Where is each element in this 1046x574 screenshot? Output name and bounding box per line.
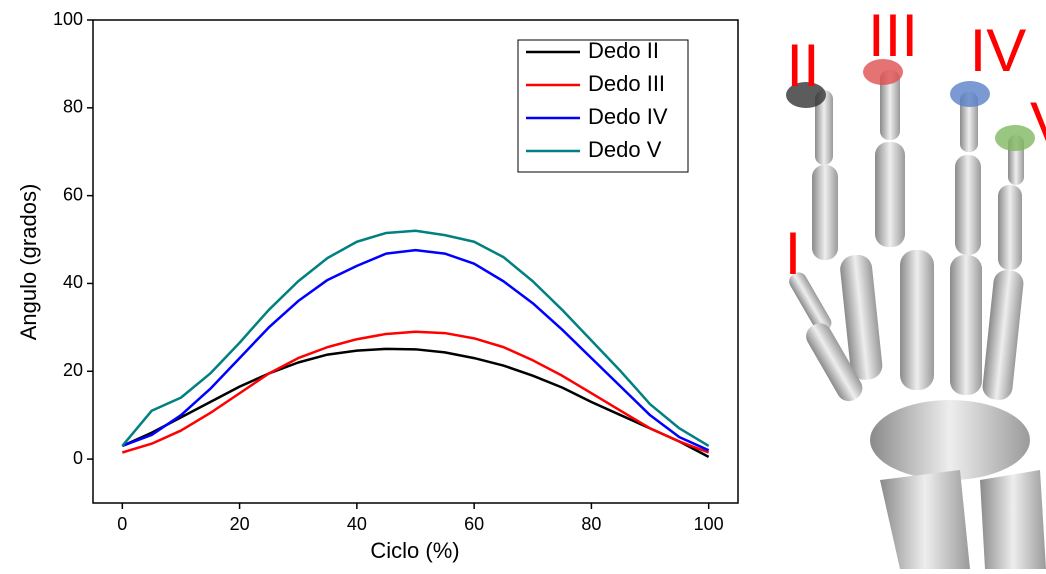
bone [998, 185, 1022, 270]
marker [863, 59, 903, 85]
bone [960, 92, 978, 152]
bone [950, 255, 982, 395]
series-line [121, 330, 710, 454]
finger-label: V [1030, 90, 1046, 157]
x-tick-label: 0 [117, 514, 127, 534]
bone [982, 270, 1024, 400]
plot-frame [92, 19, 739, 504]
hand-illustration: I II III IV V [785, 2, 1046, 569]
legend-label: Dedo III [588, 71, 665, 96]
y-tick-label: 40 [63, 272, 83, 292]
bone [875, 142, 905, 247]
legend-label: Dedo V [588, 137, 662, 162]
marker [995, 125, 1035, 151]
y-tick-label: 80 [63, 97, 83, 117]
x-tick-label: 60 [464, 514, 484, 534]
x-axis-title: Ciclo (%) [370, 538, 459, 563]
bone [812, 165, 838, 260]
bone [840, 254, 883, 380]
series-line [121, 248, 710, 452]
bone [789, 272, 832, 332]
bone [806, 323, 863, 402]
bone [900, 250, 934, 390]
series-line [121, 347, 710, 459]
ulna [980, 470, 1046, 569]
x-tick-label: 40 [347, 514, 367, 534]
marker [786, 82, 826, 108]
x-tick-label: 20 [230, 514, 250, 534]
y-tick-label: 60 [63, 184, 83, 204]
marker [950, 81, 990, 107]
y-axis-title: Angulo (grados) [16, 184, 41, 341]
bone [815, 90, 833, 165]
radius [880, 470, 970, 569]
bone [880, 70, 900, 140]
y-tick-label: 0 [73, 448, 83, 468]
y-tick-label: 100 [53, 9, 83, 29]
finger-label: II [786, 32, 819, 99]
bone [955, 155, 981, 255]
y-tick-label: 20 [63, 360, 83, 380]
carpals [870, 400, 1030, 480]
finger-label: I [785, 220, 802, 287]
legend-label: Dedo II [588, 38, 659, 63]
legend-label: Dedo IV [588, 104, 668, 129]
series-line [121, 229, 710, 447]
finger-label: III [868, 2, 918, 69]
finger-label: IV [970, 17, 1027, 84]
x-tick-label: 100 [694, 514, 724, 534]
x-tick-label: 80 [581, 514, 601, 534]
